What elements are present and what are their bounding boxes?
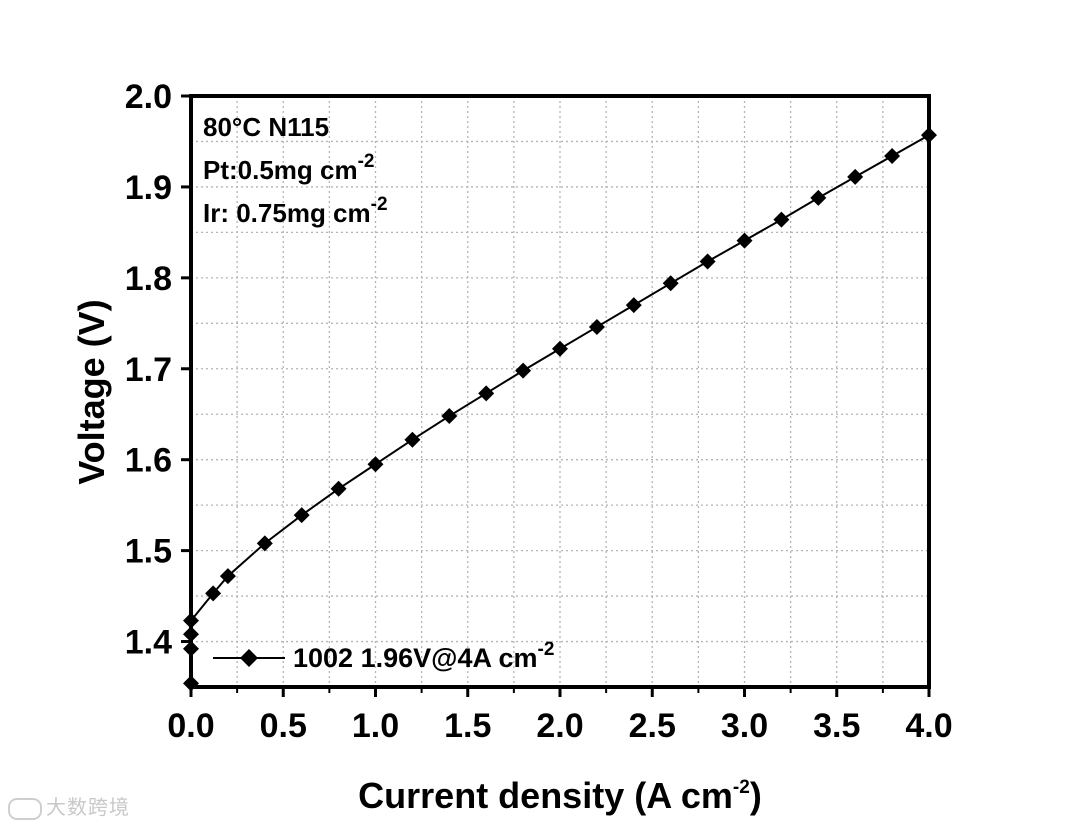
- legend: 1002 1.96V@4A cm-2: [213, 639, 554, 673]
- data-point: [847, 168, 864, 185]
- x-tick-label: 4.0: [905, 707, 952, 745]
- y-tick-label: 1.5: [125, 533, 172, 571]
- watermark: 大数跨境: [8, 791, 130, 820]
- y-tick-label: 2.0: [125, 78, 172, 116]
- data-point: [441, 408, 458, 425]
- data-point: [515, 362, 532, 379]
- x-axis-title: Current density (A cm-2): [358, 775, 762, 816]
- chat-bubble-icon: [8, 797, 42, 820]
- x-tick-label: 1.0: [352, 707, 399, 745]
- x-tick-label: 0.0: [167, 707, 214, 745]
- annotation-ir-loading: Ir: 0.75mg cm-2: [203, 194, 388, 228]
- data-point: [736, 232, 753, 249]
- legend-label: 1002 1.96V@4A cm-2: [293, 639, 554, 673]
- series-line: [190, 134, 930, 622]
- y-tick-label: 1.9: [125, 169, 172, 207]
- data-point: [293, 507, 310, 524]
- data-point: [205, 585, 222, 602]
- data-point: [699, 253, 716, 270]
- annotation-temperature: 80°C N115: [203, 112, 329, 142]
- plot-frame: [189, 94, 931, 689]
- y-tick-label: 1.7: [125, 351, 172, 389]
- data-point: [330, 480, 347, 497]
- x-tick-label: 3.0: [721, 707, 768, 745]
- x-tick-label: 1.5: [444, 707, 491, 745]
- grid-layer: [191, 96, 929, 687]
- x-tick-labels: 0.0 0.5 1.0 1.5 2.0 2.5 3.0 3.5 4.0: [167, 707, 952, 745]
- y-tick-label: 1.4: [125, 624, 172, 662]
- y-axis-title: Voltage (V): [71, 299, 112, 484]
- data-point: [552, 340, 568, 357]
- x-tick-label: 0.5: [260, 707, 307, 745]
- watermark-text: 大数跨境: [46, 795, 130, 819]
- data-point: [404, 431, 421, 448]
- tick-layer: [181, 94, 931, 697]
- data-point: [810, 189, 827, 206]
- data-point: [219, 568, 236, 585]
- curve-layer: [183, 127, 937, 692]
- y-tick-labels: 1.4 1.5 1.6 1.7 1.8 1.9 2.0: [125, 78, 172, 662]
- annotation-block: 80°C N115 Pt:0.5mg cm-2 Ir: 0.75mg cm-2: [203, 112, 388, 228]
- data-point: [588, 318, 605, 335]
- legend-marker: [240, 649, 258, 667]
- data-point: [256, 535, 273, 552]
- x-tick-label: 2.5: [629, 707, 676, 745]
- data-point: [662, 275, 679, 292]
- data-point: [884, 148, 901, 165]
- annotation-pt-loading: Pt:0.5mg cm-2: [203, 151, 375, 185]
- data-point: [478, 385, 495, 402]
- x-tick-label: 2.0: [536, 707, 583, 745]
- y-tick-label: 1.8: [125, 260, 172, 298]
- data-point: [625, 297, 642, 314]
- data-point: [773, 211, 790, 228]
- y-tick-label: 1.6: [125, 442, 172, 480]
- data-point: [367, 456, 384, 473]
- x-tick-label: 3.5: [813, 707, 860, 745]
